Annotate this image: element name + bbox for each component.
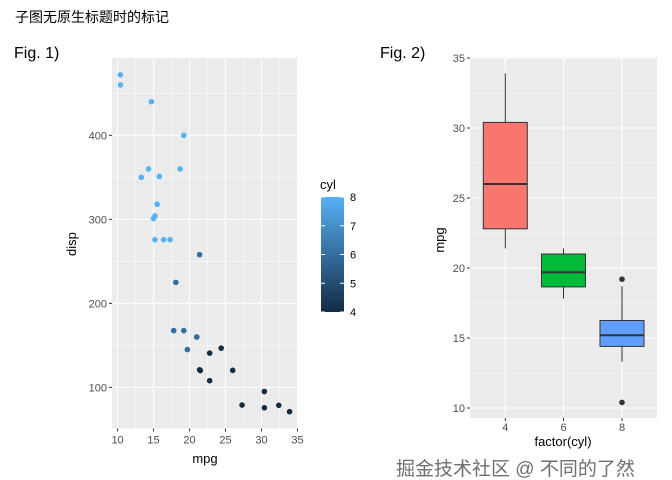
box <box>541 253 586 288</box>
colorbar <box>321 197 344 312</box>
data-point <box>261 405 268 411</box>
colorbar-label: 7 <box>350 221 356 233</box>
colorbar-label: 5 <box>350 278 356 290</box>
data-point <box>229 367 236 374</box>
box <box>599 320 645 347</box>
y-tick-label: 25 <box>453 193 465 205</box>
data-point <box>239 402 245 408</box>
data-point <box>145 166 152 172</box>
fig1-xlabel: mpg <box>192 451 217 466</box>
data-point <box>117 72 124 78</box>
legend-title: cyl <box>320 177 336 192</box>
y-tick-label: 10 <box>453 403 465 415</box>
box <box>482 121 528 230</box>
data-point <box>148 98 155 105</box>
x-tick-label: 35 <box>291 435 303 447</box>
fig2-tag: Fig. 2) <box>380 45 425 62</box>
page-title: 子图无原生标题时的标记 <box>15 9 169 25</box>
x-tick-label: 15 <box>147 435 159 447</box>
y-tick-label: 200 <box>89 298 107 310</box>
watermark: 掘金技术社区 @ 不同的了然 <box>396 458 635 480</box>
data-point <box>154 201 160 208</box>
data-point <box>275 402 282 409</box>
data-point <box>196 366 203 373</box>
y-tick-label: 30 <box>453 123 465 135</box>
fig2-xlabel: factor(cyl) <box>534 434 591 449</box>
outlier-point <box>619 276 625 283</box>
x-tick-label: 4 <box>502 422 508 434</box>
y-tick-label: 300 <box>89 214 107 226</box>
y-tick-label: 35 <box>453 53 465 65</box>
data-point <box>193 334 200 340</box>
x-tick-label: 6 <box>560 422 566 434</box>
data-point <box>117 82 124 88</box>
data-point <box>160 236 167 243</box>
x-tick-label: 20 <box>183 435 195 447</box>
y-tick-label: 400 <box>89 130 107 142</box>
x-tick-label: 25 <box>219 435 231 447</box>
data-point <box>206 350 213 356</box>
data-point <box>180 132 187 139</box>
data-point <box>150 215 157 222</box>
panel-background <box>112 58 298 429</box>
data-point <box>167 236 173 243</box>
x-tick-label: 30 <box>255 435 267 447</box>
y-tick-label: 100 <box>89 382 107 394</box>
data-point <box>156 173 163 180</box>
colorbar-label: 4 <box>350 307 356 319</box>
y-tick-label: 15 <box>453 333 465 345</box>
data-point <box>138 174 145 181</box>
data-point <box>152 236 158 243</box>
scatter-panel: 10 15 20 25 30 35 100 200 300 400 4 5 6 7 8 <box>89 58 356 447</box>
data-point <box>261 388 268 395</box>
colorbar-label: 6 <box>350 250 356 262</box>
fig1-ylabel: disp <box>64 232 79 256</box>
fig1-tag: Fig. 1) <box>14 45 59 62</box>
data-point <box>196 251 203 258</box>
data-point <box>206 377 213 384</box>
data-point <box>173 279 179 286</box>
x-tick-label: 10 <box>111 435 123 447</box>
data-point <box>180 327 187 334</box>
x-tick-label: 8 <box>619 422 625 434</box>
outlier-point <box>619 399 625 406</box>
colorbar-label: 8 <box>350 192 356 204</box>
data-point <box>177 166 183 172</box>
data-point <box>170 327 177 334</box>
boxplot-panel: 10 15 20 25 30 35 4 6 8 <box>453 53 657 434</box>
data-point <box>286 408 293 415</box>
y-tick-label: 20 <box>453 263 465 275</box>
data-point <box>184 346 191 353</box>
data-point <box>218 345 224 351</box>
fig2-ylabel: mpg <box>432 227 447 252</box>
